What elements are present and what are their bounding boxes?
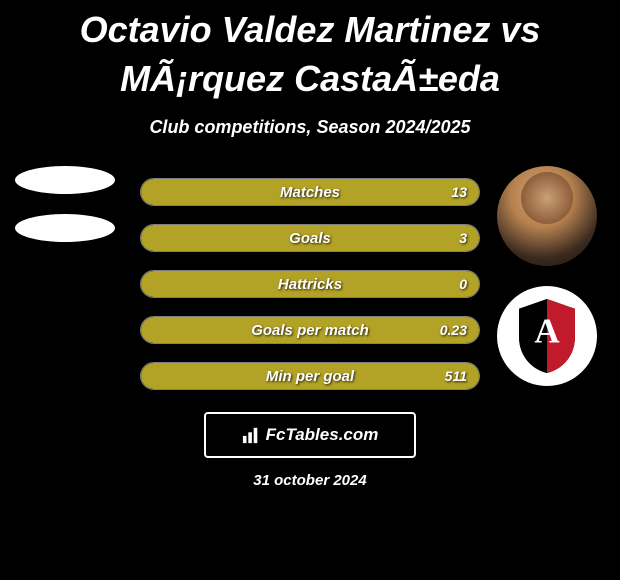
generated-date: 31 october 2024 xyxy=(0,472,620,489)
left-player-placeholder xyxy=(15,166,115,194)
shield-icon: A xyxy=(514,297,580,375)
bar-chart-icon xyxy=(242,426,260,444)
left-player-column xyxy=(10,166,120,242)
stat-label: Matches xyxy=(280,184,340,201)
stat-value-right: 0 xyxy=(459,276,467,292)
stat-value-right: 3 xyxy=(459,230,467,246)
branding-label: FcTables.com xyxy=(266,425,379,445)
svg-text:A: A xyxy=(534,312,560,351)
stat-bars: Matches 13 Goals 3 Hattricks 0 Goals per match… xyxy=(140,178,480,390)
stat-value-right: 0.23 xyxy=(440,322,467,338)
page-title: Octavio Valdez Martinez vs MÃ¡rquez Cast… xyxy=(0,0,620,103)
branding-badge[interactable]: FcTables.com xyxy=(204,412,416,458)
comparison-block: A Matches 13 Goals 3 Hattricks 0 Goals per mat… xyxy=(0,178,620,390)
stat-value-right: 13 xyxy=(451,184,467,200)
right-player-photo xyxy=(497,166,597,266)
stat-row: Matches 13 xyxy=(140,178,480,206)
stat-label: Hattricks xyxy=(278,276,342,293)
subtitle: Club competitions, Season 2024/2025 xyxy=(0,117,620,138)
stat-row: Goals per match 0.23 xyxy=(140,316,480,344)
right-player-column: A xyxy=(492,166,602,386)
right-club-badge: A xyxy=(497,286,597,386)
stat-label: Goals per match xyxy=(251,322,369,339)
stat-row: Min per goal 511 xyxy=(140,362,480,390)
stat-label: Goals xyxy=(289,230,331,247)
stat-row: Hattricks 0 xyxy=(140,270,480,298)
stat-row: Goals 3 xyxy=(140,224,480,252)
stat-value-right: 511 xyxy=(445,368,467,384)
left-club-placeholder xyxy=(15,214,115,242)
stat-label: Min per goal xyxy=(266,368,354,385)
